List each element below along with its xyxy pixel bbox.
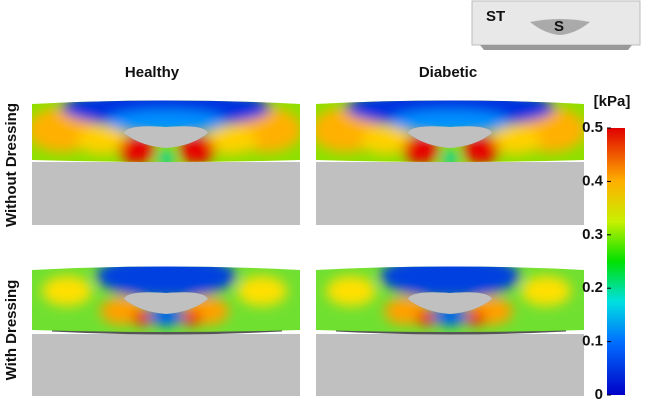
colorbar-ticks: 0 0.1 0.2 0.3 0.4 0.5 [582, 119, 611, 403]
inset-label: ST [486, 8, 505, 25]
colorbar [607, 128, 625, 395]
colorbar-tick-label: 0.2 [582, 279, 603, 296]
inset-label: S [554, 18, 564, 35]
panel [316, 254, 584, 396]
panel [32, 254, 300, 396]
colorbar-tick-label: 0 [595, 386, 603, 403]
colorbar-tick-label: 0.1 [582, 333, 603, 350]
colorbar-tick-label: 0.3 [582, 226, 603, 243]
colorbar-unit: [kPa] [594, 93, 631, 110]
column-label: Diabetic [419, 64, 477, 81]
colorbar-tick-label: 0.4 [582, 172, 604, 189]
row-label: With Dressing [3, 280, 20, 381]
panel [27, 88, 302, 225]
column-label: Healthy [125, 64, 180, 81]
panel [311, 88, 586, 225]
row-label: Without Dressing [3, 103, 20, 227]
colorbar-tick-label: 0.5 [582, 119, 603, 136]
inset: ST S [471, 0, 641, 50]
